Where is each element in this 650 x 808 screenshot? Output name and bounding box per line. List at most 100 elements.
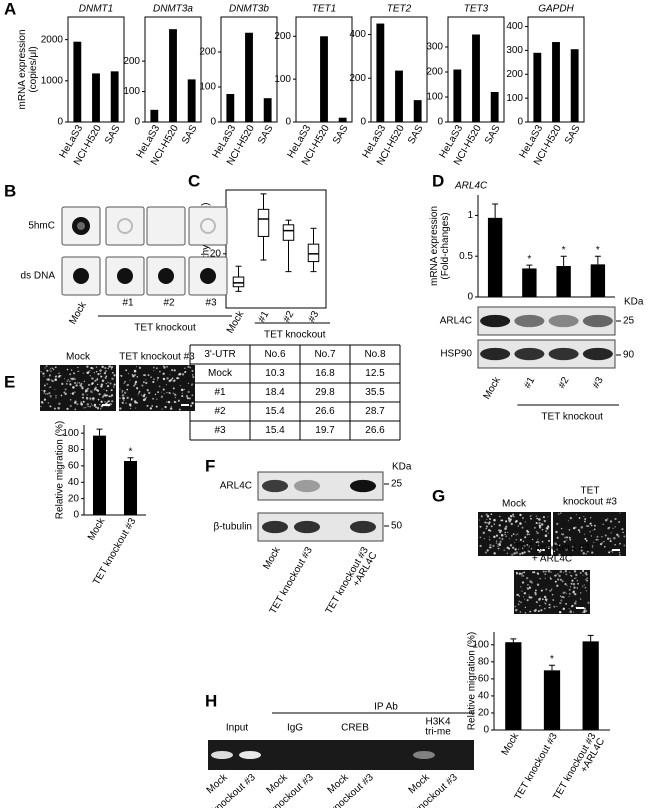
cell (530, 581, 534, 584)
y-tick-label: 60 (478, 674, 490, 685)
cell (488, 539, 491, 541)
cell (522, 517, 524, 519)
bar (187, 79, 196, 122)
cell (153, 369, 155, 371)
cell (76, 403, 79, 406)
cell (94, 387, 97, 390)
cell (49, 374, 51, 377)
cell (58, 372, 60, 375)
y-tick-label: 200 (349, 73, 366, 84)
cell (573, 570, 577, 573)
cell (89, 375, 92, 377)
cell (574, 593, 577, 596)
cell (162, 388, 165, 391)
cell (579, 571, 582, 574)
cell (110, 394, 114, 397)
cell (505, 525, 508, 528)
box (307, 243, 320, 263)
cell (585, 571, 588, 574)
x-tick-label: SAS (103, 123, 123, 146)
cell (71, 392, 75, 395)
cell (517, 533, 519, 535)
cell (96, 407, 100, 410)
cell (137, 394, 139, 396)
bar (552, 42, 560, 122)
y-tick-label: 20 (68, 493, 80, 504)
cell (171, 377, 174, 379)
cell (609, 520, 613, 523)
cell (153, 378, 155, 381)
micrograph (553, 512, 626, 556)
cell (106, 384, 110, 388)
image-label: Mock (66, 352, 91, 363)
cell (129, 379, 131, 381)
cell (86, 390, 89, 392)
cell (41, 390, 43, 392)
cell (43, 384, 46, 387)
cell (485, 525, 489, 528)
cell (524, 598, 526, 600)
section-label: CREB (341, 723, 369, 734)
cell (191, 401, 194, 405)
cell (47, 402, 50, 404)
cell (534, 589, 537, 592)
cell (187, 382, 190, 384)
cell (46, 378, 49, 381)
cell (126, 388, 129, 391)
x-tick-label: Mock (500, 730, 522, 757)
cell (495, 542, 498, 544)
y-tick-label: 0 (285, 117, 291, 128)
cell (542, 570, 545, 573)
lane-label: Mock (261, 544, 283, 571)
cell (521, 552, 524, 555)
cell (548, 548, 550, 550)
y-axis-label: Relative migration (%) (467, 632, 478, 730)
cell (610, 532, 612, 534)
y-tick-label: 40 (478, 691, 490, 702)
y-axis-label: (copies/μl) (28, 46, 39, 92)
cell (513, 515, 515, 518)
cell (95, 366, 98, 368)
cell (523, 571, 526, 574)
cell (107, 367, 110, 370)
cell (65, 383, 68, 385)
chart-title: TET3 (464, 4, 489, 15)
cell (601, 535, 603, 538)
cell (507, 531, 509, 533)
cell (100, 400, 103, 403)
bar (150, 109, 159, 122)
cell (92, 377, 94, 380)
cell (151, 405, 154, 407)
cell (530, 517, 532, 520)
y-tick-label: 20 (210, 248, 222, 259)
cell (582, 586, 584, 588)
cell (170, 378, 173, 381)
cell (560, 533, 562, 535)
cell (590, 524, 593, 527)
bar (245, 32, 253, 122)
cell (111, 377, 114, 381)
bar (413, 100, 422, 122)
cell (49, 386, 52, 388)
y-tick-label: 1 (467, 210, 473, 221)
cell (569, 610, 573, 613)
y-tick-label: 200 (426, 67, 443, 78)
cell (544, 603, 547, 605)
table-cell: 10.3 (265, 368, 285, 379)
cell (89, 369, 91, 372)
cell (535, 515, 537, 517)
cell (92, 399, 94, 401)
cell (566, 536, 569, 539)
cell (83, 380, 86, 383)
cell (489, 546, 492, 549)
cell (486, 514, 490, 518)
cell (187, 390, 190, 394)
cell (572, 582, 576, 586)
cell (534, 591, 537, 594)
cell (572, 591, 575, 594)
blot-panel (188, 206, 228, 246)
marker-label: 90 (623, 350, 635, 361)
cell (575, 600, 577, 603)
cell (54, 375, 57, 378)
cell (66, 407, 69, 410)
